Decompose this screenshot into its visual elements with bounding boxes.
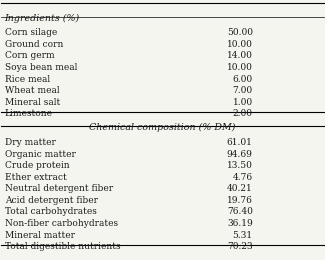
Text: Non-fiber carbohydrates: Non-fiber carbohydrates (5, 219, 118, 228)
Text: Soya bean meal: Soya bean meal (5, 63, 77, 72)
Text: Limestone: Limestone (5, 109, 53, 118)
Text: Total carbohydrates: Total carbohydrates (5, 207, 97, 217)
Text: Corn germ: Corn germ (5, 51, 54, 60)
Text: Wheat meal: Wheat meal (5, 86, 59, 95)
Text: 6.00: 6.00 (233, 75, 253, 83)
Text: 2.00: 2.00 (233, 109, 253, 118)
Text: 70.23: 70.23 (227, 242, 253, 251)
Text: 50.00: 50.00 (227, 28, 253, 37)
Text: 19.76: 19.76 (227, 196, 253, 205)
Text: 10.00: 10.00 (227, 40, 253, 49)
Text: Acid detergent fiber: Acid detergent fiber (5, 196, 97, 205)
Text: Chemical composition (% DM): Chemical composition (% DM) (89, 123, 236, 132)
Text: Crude protein: Crude protein (5, 161, 69, 170)
Text: Ingredients (%): Ingredients (%) (5, 13, 80, 23)
Text: 10.00: 10.00 (227, 63, 253, 72)
Text: Mineral salt: Mineral salt (5, 98, 60, 107)
Text: 61.01: 61.01 (227, 138, 253, 147)
Text: 4.76: 4.76 (233, 173, 253, 182)
Text: Mineral matter: Mineral matter (5, 231, 75, 240)
Text: Organic matter: Organic matter (5, 150, 75, 159)
Text: Rice meal: Rice meal (5, 75, 50, 83)
Text: 40.21: 40.21 (227, 184, 253, 193)
Text: 13.50: 13.50 (227, 161, 253, 170)
Text: 5.31: 5.31 (233, 231, 253, 240)
Text: Total digestible nutrients: Total digestible nutrients (5, 242, 120, 251)
Text: Corn silage: Corn silage (5, 28, 57, 37)
Text: 76.40: 76.40 (227, 207, 253, 217)
Text: 94.69: 94.69 (227, 150, 253, 159)
Text: Dry matter: Dry matter (5, 138, 56, 147)
Text: 14.00: 14.00 (227, 51, 253, 60)
Text: 36.19: 36.19 (227, 219, 253, 228)
Text: Ground corn: Ground corn (5, 40, 63, 49)
Text: 7.00: 7.00 (233, 86, 253, 95)
Text: Neutral detergent fiber: Neutral detergent fiber (5, 184, 113, 193)
Text: 1.00: 1.00 (233, 98, 253, 107)
Text: Ether extract: Ether extract (5, 173, 66, 182)
